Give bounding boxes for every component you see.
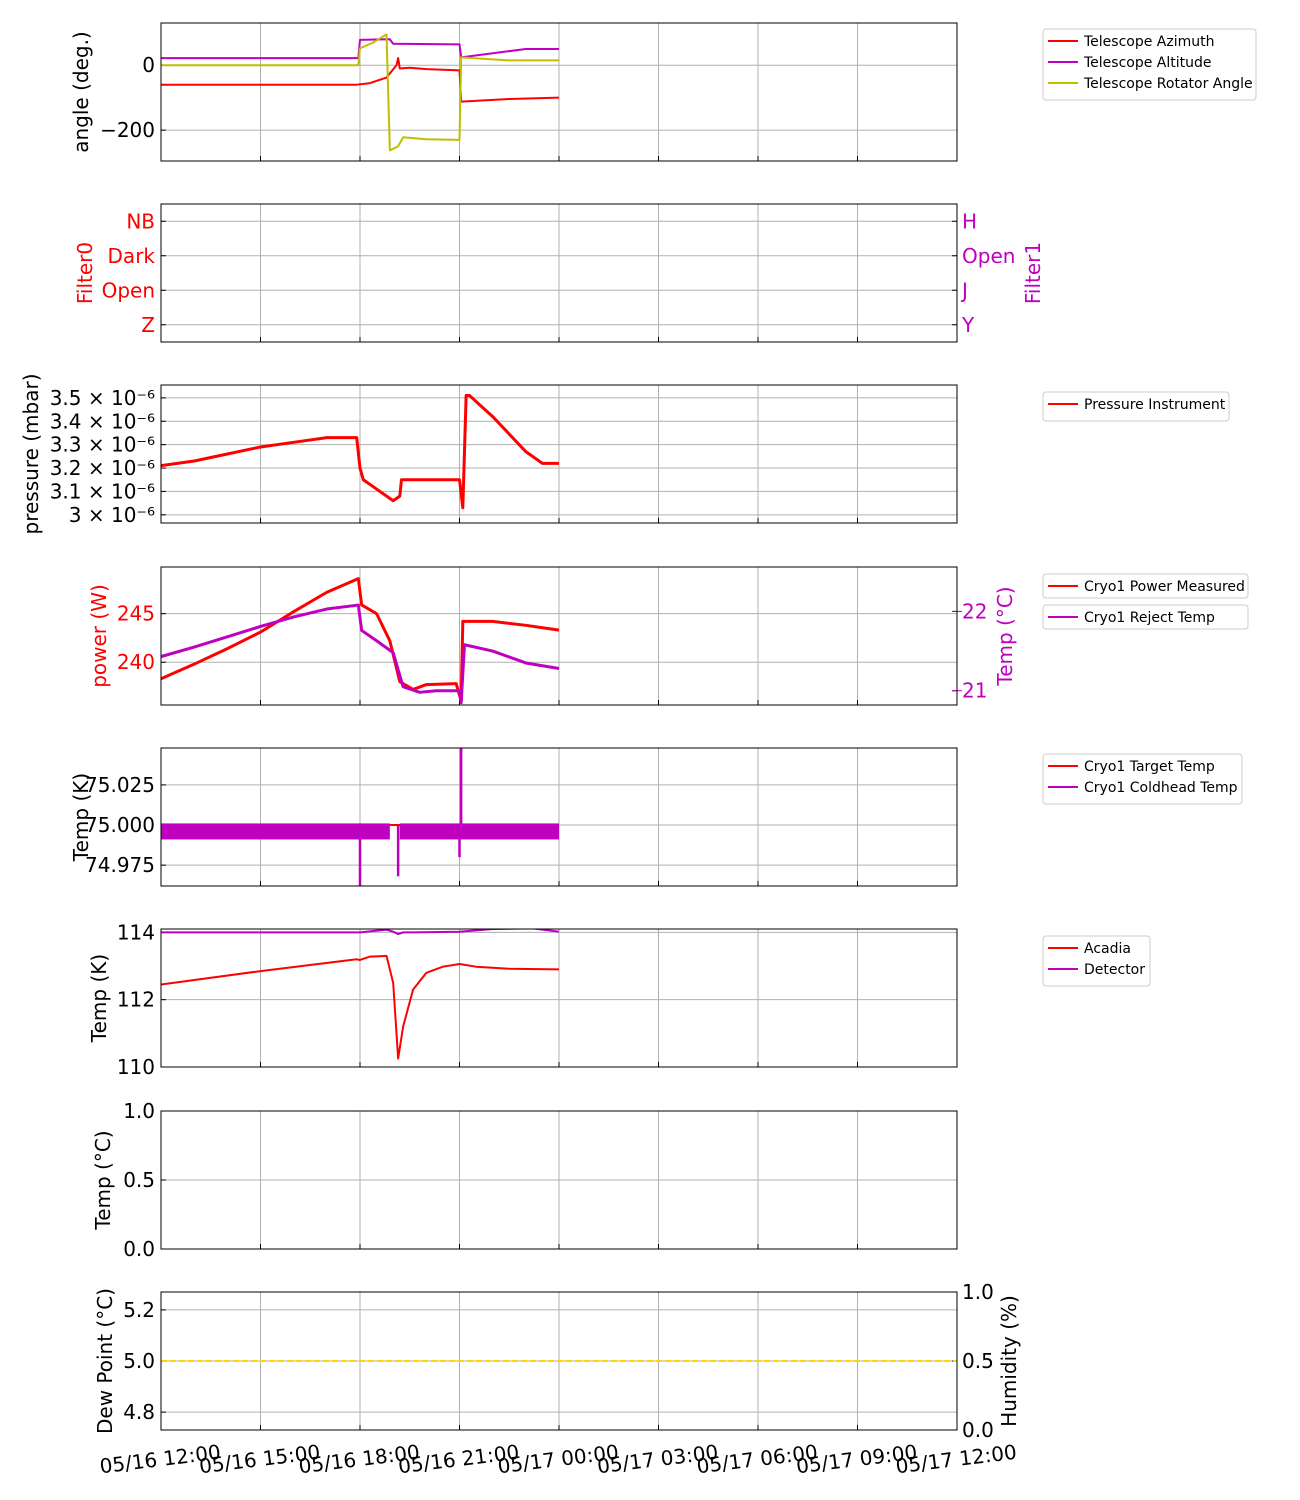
- series-band: [161, 823, 390, 840]
- y-tick-label: Dark: [108, 244, 156, 268]
- series-group: [161, 577, 560, 705]
- series-line-acadia: [161, 954, 560, 1060]
- plot-frame: [160, 928, 958, 1068]
- y-tick-label-right: 0.0: [962, 1418, 994, 1442]
- y-axis-label: Temp (K): [69, 773, 93, 862]
- legend: Cryo1 Reject Temp: [1042, 604, 1249, 630]
- panel-dewpoint: 5.2 5.0 4.8 1.0 0.5 0.0 Dew Point (°C) Humidity…: [93, 1280, 1021, 1442]
- y-tick-label: 114: [117, 920, 155, 944]
- series-line-detector: [161, 929, 560, 936]
- series-group: [161, 929, 560, 1060]
- y-tick-label-right: Y: [961, 313, 975, 337]
- y-tick-label: 5.2: [123, 1298, 155, 1322]
- y-tick-label: 110: [117, 1055, 155, 1079]
- series-group: [161, 33, 560, 152]
- series-group: [161, 748, 559, 886]
- y-tick-label: 0: [142, 53, 155, 77]
- plot-frame: [160, 566, 958, 706]
- y-axis-label: angle (deg.): [69, 31, 93, 153]
- legend: Pressure Instrument: [1042, 391, 1230, 422]
- y-tick-label-right: 22: [962, 599, 987, 623]
- y-axis-label: power (W): [87, 584, 111, 688]
- plot-frame: [160, 1110, 958, 1250]
- y-tick-label: 3.1 × 10⁻⁶: [50, 479, 155, 503]
- y-axis-label-right: Filter1: [1021, 242, 1045, 304]
- y-tick-label: 3.2 × 10⁻⁶: [50, 456, 155, 480]
- y-tick-label: 3.5 × 10⁻⁶: [50, 386, 155, 410]
- y-tick-label: 3 × 10⁻⁶: [69, 503, 155, 527]
- y-tick-label-right: 1.0: [962, 1280, 994, 1304]
- plot-frame: [160, 384, 958, 524]
- panel-cryo_power: 245 240 22 21 power (W) Temp (°C) Cryo1 Power …: [87, 566, 1249, 706]
- y-tick-label: 74.975: [85, 853, 155, 877]
- legend-label: Telescope Rotator Angle: [1083, 76, 1253, 92]
- legend-label: Cryo1 Coldhead Temp: [1084, 780, 1238, 796]
- series-line-cryo1-reject-temp: [161, 603, 560, 705]
- plot-frame: [160, 747, 958, 887]
- legend: Cryo1 Target Temp Cryo1 Coldhead Temp: [1042, 753, 1243, 805]
- y-tick-label: 3.4 × 10⁻⁶: [50, 409, 155, 433]
- legend-label: Acadia: [1084, 941, 1131, 957]
- legend-label: Cryo1 Reject Temp: [1084, 610, 1215, 626]
- y-axis-label: Temp (K): [87, 954, 111, 1043]
- legend-label: Telescope Azimuth: [1083, 34, 1214, 50]
- y-tick-label-right: Open: [962, 244, 1015, 268]
- panel-filter: NB Dark Open Z H Open JY Filter0 Filter1: [73, 203, 1045, 343]
- series-band: [399, 823, 559, 840]
- y-tick-label: 5.0: [123, 1349, 155, 1373]
- y-tick-label: 75.000: [85, 813, 155, 837]
- plot-frame: [160, 22, 958, 162]
- y-tick-label-right: J: [960, 278, 968, 302]
- y-axis-label: Temp (°C): [91, 1130, 115, 1230]
- y-axis-label-right: Humidity (%): [997, 1295, 1021, 1427]
- plot-frame: [160, 203, 958, 343]
- legend-label: Detector: [1084, 962, 1145, 978]
- legend-label: Telescope Altitude: [1083, 55, 1212, 71]
- y-tick-label-right: H: [962, 209, 977, 233]
- y-tick-label-right: 0.5: [962, 1349, 994, 1373]
- y-tick-label: 1.0: [123, 1099, 155, 1123]
- y-axis-label: Dew Point (°C): [93, 1288, 117, 1434]
- series-line-telescope-rotator-angle: [161, 33, 559, 152]
- series-line-pressure-instrument: [161, 394, 559, 510]
- legend: Telescope Azimuth Telescope Altitude Teles…: [1042, 28, 1257, 101]
- y-tick-label: 112: [117, 988, 155, 1012]
- panel-temp_c: 1.0 0.5 0.0 Temp (°C): [91, 1099, 958, 1261]
- series-group: [161, 394, 559, 510]
- series-line-cryo1-power-measured: [161, 577, 560, 703]
- panel-pressure: 3.5 × 10⁻⁶3.4 × 10⁻⁶3.3 × 10⁻⁶3.2 × 10⁻⁶…: [19, 373, 1230, 535]
- y-tick-label-right: 21: [962, 679, 987, 703]
- y-tick-label: 0.5: [123, 1168, 155, 1192]
- y-axis-label: Filter0: [73, 242, 97, 304]
- y-tick-label: Z: [141, 313, 155, 337]
- y-axis-label: pressure (mbar): [19, 373, 43, 534]
- y-tick-label: 245: [117, 602, 155, 626]
- legend-label: Cryo1 Target Temp: [1084, 759, 1215, 775]
- legend-label: Pressure Instrument: [1084, 397, 1226, 413]
- legend-label: Cryo1 Power Measured: [1084, 579, 1245, 595]
- y-tick-label: −200: [100, 118, 155, 142]
- y-tick-label: NB: [126, 209, 155, 233]
- y-tick-label: 4.8: [123, 1400, 155, 1424]
- y-tick-label: 3.3 × 10⁻⁶: [50, 433, 155, 457]
- legend: Acadia Detector: [1042, 935, 1151, 987]
- y-tick-label: 240: [117, 650, 155, 674]
- y-tick-label: 75.025: [85, 773, 155, 797]
- y-axis-label-right: Temp (°C): [993, 586, 1017, 686]
- y-tick-label: Open: [102, 278, 155, 302]
- y-tick-label: 0.0: [123, 1237, 155, 1261]
- plot-frame: [160, 1291, 958, 1431]
- legend: Cryo1 Power Measured: [1042, 573, 1249, 599]
